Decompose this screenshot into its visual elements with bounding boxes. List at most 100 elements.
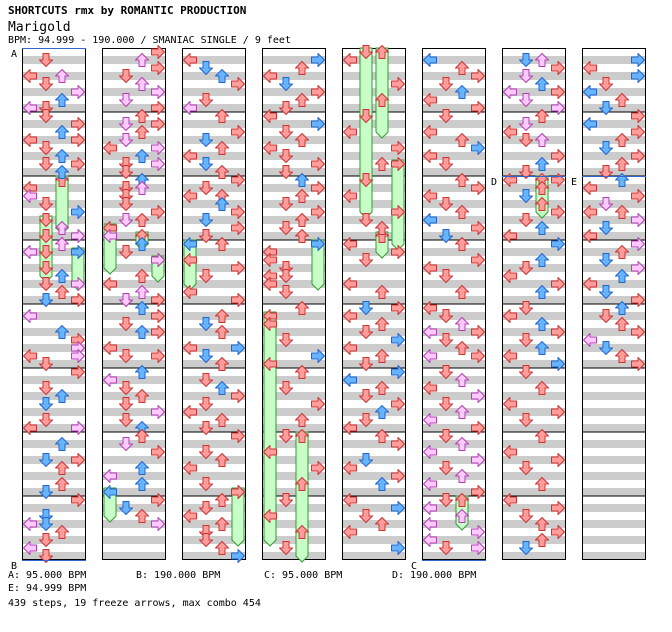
right-arrow bbox=[71, 365, 85, 379]
left-arrow bbox=[23, 189, 37, 203]
down-arrow bbox=[519, 213, 533, 227]
up-arrow bbox=[535, 181, 549, 195]
beat-stripe bbox=[582, 456, 646, 464]
right-arrow bbox=[471, 181, 485, 195]
left-arrow bbox=[343, 125, 357, 139]
down-arrow bbox=[119, 437, 133, 451]
beat-stripe bbox=[582, 472, 646, 480]
beat-stripe bbox=[102, 56, 166, 64]
beat-stripe bbox=[22, 200, 86, 208]
beat-stripe bbox=[582, 232, 646, 240]
right-arrow bbox=[391, 205, 405, 219]
beat-stripe bbox=[422, 248, 486, 256]
freeze-arrow-head bbox=[39, 213, 53, 227]
beat-stripe bbox=[22, 232, 86, 240]
freeze-arrow-body bbox=[263, 311, 277, 547]
beat-stripe bbox=[182, 232, 246, 240]
beat-stripe bbox=[182, 72, 246, 80]
beat-stripe bbox=[262, 408, 326, 416]
beat-stripe bbox=[102, 488, 166, 496]
down-arrow bbox=[359, 325, 373, 339]
beat-stripe bbox=[182, 472, 246, 480]
beat-stripe bbox=[22, 360, 86, 368]
beat-stripe bbox=[182, 216, 246, 224]
left-arrow bbox=[183, 53, 197, 67]
down-arrow bbox=[279, 125, 293, 139]
up-arrow bbox=[295, 173, 309, 187]
beat-stripe bbox=[502, 472, 566, 480]
beat-stripe bbox=[502, 168, 566, 176]
beat-stripe bbox=[182, 424, 246, 432]
left-arrow bbox=[343, 309, 357, 323]
right-arrow bbox=[391, 141, 405, 155]
beat-stripe bbox=[182, 520, 246, 528]
down-arrow bbox=[279, 333, 293, 347]
down-arrow bbox=[519, 365, 533, 379]
left-arrow bbox=[23, 517, 37, 531]
beat-stripe bbox=[502, 504, 566, 512]
beat-stripe bbox=[342, 136, 406, 144]
left-arrow bbox=[423, 301, 437, 315]
song-title: SHORTCUTS rmx by ROMANTIC PRODUCTION bbox=[8, 4, 247, 17]
left-arrow bbox=[263, 317, 277, 331]
down-arrow bbox=[199, 269, 213, 283]
beat-stripe bbox=[582, 152, 646, 160]
down-arrow bbox=[279, 101, 293, 115]
down-arrow bbox=[519, 509, 533, 523]
beat-stripe bbox=[182, 344, 246, 352]
column-border bbox=[182, 48, 246, 560]
beat-stripe bbox=[342, 392, 406, 400]
up-arrow bbox=[535, 533, 549, 547]
right-arrow bbox=[471, 141, 485, 155]
beat-stripe bbox=[22, 472, 86, 480]
right-arrow bbox=[151, 157, 165, 171]
left-arrow bbox=[503, 229, 517, 243]
left-arrow bbox=[343, 525, 357, 539]
down-arrow bbox=[119, 397, 133, 411]
beat-stripe bbox=[422, 168, 486, 176]
right-arrow bbox=[551, 85, 565, 99]
up-arrow bbox=[55, 221, 69, 235]
column-border bbox=[422, 48, 486, 560]
right-arrow bbox=[391, 469, 405, 483]
down-arrow bbox=[39, 549, 53, 563]
down-arrow bbox=[199, 157, 213, 171]
right-arrow bbox=[71, 205, 85, 219]
beat-stripe bbox=[502, 88, 566, 96]
beat-stripe bbox=[582, 376, 646, 384]
down-arrow bbox=[119, 93, 133, 107]
beat-stripe bbox=[182, 552, 246, 560]
beat-stripe bbox=[502, 536, 566, 544]
left-arrow bbox=[423, 125, 437, 139]
beat-stripe bbox=[422, 88, 486, 96]
up-arrow bbox=[455, 373, 469, 387]
down-arrow bbox=[199, 533, 213, 547]
down-arrow bbox=[119, 117, 133, 131]
beat-stripe bbox=[262, 456, 326, 464]
right-arrow bbox=[151, 325, 165, 339]
up-arrow bbox=[455, 405, 469, 419]
beat-stripe bbox=[422, 360, 486, 368]
right-arrow bbox=[471, 485, 485, 499]
right-arrow bbox=[391, 245, 405, 259]
beat-stripe bbox=[102, 392, 166, 400]
up-arrow bbox=[615, 245, 629, 259]
beat-stripe bbox=[342, 360, 406, 368]
beat-stripe bbox=[262, 344, 326, 352]
right-arrow bbox=[311, 205, 325, 219]
right-arrow bbox=[71, 293, 85, 307]
down-arrow bbox=[439, 229, 453, 243]
right-arrow bbox=[311, 349, 325, 363]
down-arrow bbox=[279, 77, 293, 91]
beat-stripe bbox=[262, 232, 326, 240]
beat-stripe bbox=[22, 184, 86, 192]
up-arrow bbox=[215, 165, 229, 179]
left-arrow bbox=[183, 405, 197, 419]
up-arrow bbox=[215, 309, 229, 323]
up-arrow bbox=[135, 477, 149, 491]
up-arrow bbox=[455, 237, 469, 251]
right-arrow bbox=[551, 149, 565, 163]
beat-stripe bbox=[262, 520, 326, 528]
beat-stripe bbox=[422, 520, 486, 528]
right-arrow bbox=[151, 45, 165, 59]
